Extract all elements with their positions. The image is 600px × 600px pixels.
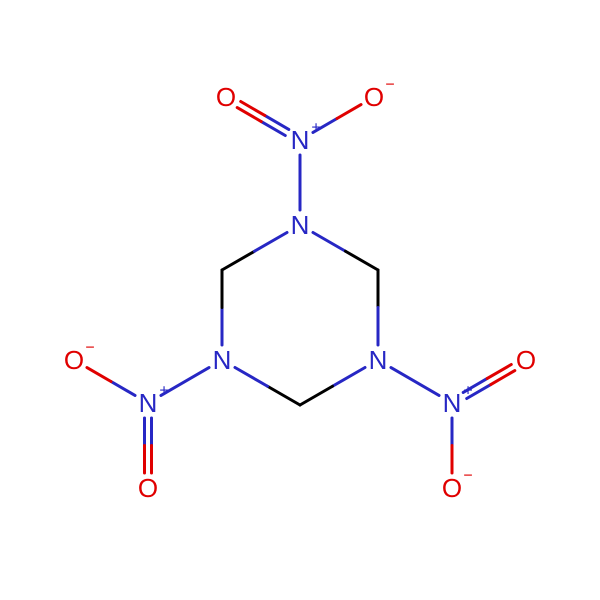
atom-N13: N bbox=[139, 388, 158, 418]
atom-O14: O bbox=[138, 473, 158, 503]
charge-O15: − bbox=[85, 340, 94, 357]
charge-N13: + bbox=[159, 383, 168, 400]
atom-O11: O bbox=[516, 345, 536, 375]
charge-O12: − bbox=[463, 468, 472, 485]
atom-N10: N bbox=[443, 388, 462, 418]
atom-O8: O bbox=[216, 82, 236, 112]
atom-N1: N bbox=[291, 210, 310, 240]
charge-N10: + bbox=[463, 383, 472, 400]
atom-O9: O bbox=[364, 82, 384, 112]
molecule-diagram: NNNN+OO−N+OO−N+OO− bbox=[0, 0, 600, 600]
charge-O9: − bbox=[385, 77, 394, 94]
atom-O12: O bbox=[442, 473, 462, 503]
atom-N3: N bbox=[369, 345, 388, 375]
atom-O15: O bbox=[64, 345, 84, 375]
atom-N5: N bbox=[213, 345, 232, 375]
charge-N7: + bbox=[311, 120, 320, 137]
atom-N7: N bbox=[291, 125, 310, 155]
